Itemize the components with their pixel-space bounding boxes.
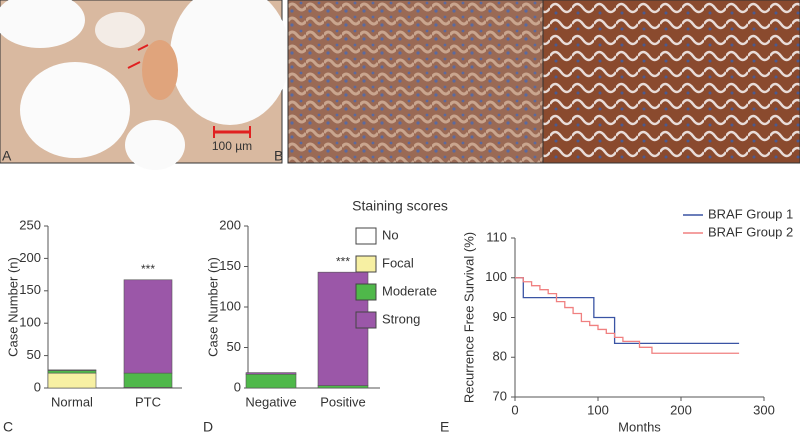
x-tick-label: Normal [51,394,93,409]
x-tick-label: PTC [135,394,161,409]
panel-label: C [3,419,13,435]
legend-label: No [382,227,399,242]
y-tick-label: 200 [219,217,241,232]
survival-line [515,277,740,354]
y-tick-label: 50 [227,339,241,354]
legend-swatch [355,311,377,329]
legend-label: Strong [382,311,420,326]
y-tick-label: 150 [19,282,41,297]
legend-title: Staining scores [352,198,448,214]
y-tick-label: 200 [19,250,41,265]
bar-segment [47,372,97,389]
y-tick-label: 150 [219,258,241,273]
bar-segment [47,370,97,374]
x-tick-label: Negative [245,394,296,409]
y-tick-label: 100 [219,298,241,313]
x-axis-label: Months [618,419,661,434]
legend-swatch [355,255,377,273]
y-tick-label: 0 [34,379,41,394]
scale-bar-label: 100 µm [212,139,252,153]
panel-label: D [203,419,213,435]
x-tick-label: 200 [670,402,692,417]
y-tick-label: 50 [27,347,41,362]
y-tick-label: 100 [19,315,41,330]
legend-swatch [355,283,377,301]
y-tick-label: 110 [486,229,507,244]
legend-label: BRAF Group 1 [708,206,793,221]
bar-segment [123,372,173,388]
y-tick-label: 250 [19,217,41,232]
bar-segment [317,385,369,389]
legend-label: BRAF Group 2 [708,224,793,239]
x-tick-label: 300 [753,402,775,417]
legend-swatch [355,227,377,245]
y-tick-label: 90 [493,309,507,324]
micrograph-b2 [542,0,800,164]
significance: *** [336,254,350,268]
x-tick-label: 100 [587,402,609,417]
y-axis-label: Case Number (n) [5,257,20,357]
micrograph-b1 [287,0,544,164]
y-axis-label: Case Number (n) [205,257,220,357]
bar-segment [47,369,97,371]
y-axis-label: Recurrence Free Survival (%) [461,232,476,403]
panel-label: B [274,148,283,164]
panel-label: A [2,148,12,164]
bar-segment [245,372,297,375]
legend-label: Focal [382,255,414,270]
y-tick-label: 80 [493,349,507,364]
x-tick-label: Positive [320,394,366,409]
significance: *** [141,262,155,276]
bar-segment [245,373,297,389]
bar-segment [123,279,173,374]
micrograph-a [0,0,290,170]
y-tick-label: 0 [234,379,241,394]
y-tick-label: 100 [485,269,507,284]
survival-line [515,277,740,344]
legend-label: Moderate [382,283,437,298]
y-tick-label: 70 [493,388,507,403]
x-tick-label: 0 [511,402,518,417]
panel-label: E [440,419,449,435]
